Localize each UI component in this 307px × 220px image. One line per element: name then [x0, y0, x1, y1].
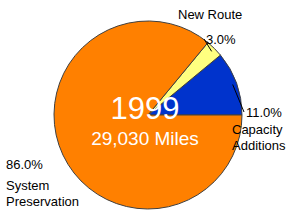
data-label: 86.0% [6, 157, 43, 172]
label-line: Preservation [6, 194, 79, 209]
category-label: New Route [178, 7, 242, 22]
category-label: CapacityAdditions [232, 122, 286, 153]
category-label: SystemPreservation [6, 178, 79, 209]
slices [54, 21, 242, 209]
data-label: 11.0% [246, 105, 282, 120]
label-line: System [6, 178, 49, 193]
label-line: Additions [232, 138, 286, 153]
chart: 11.0% CapacityAdditions 3.0% New Route 86.0%… [0, 0, 307, 220]
title: 1999 [111, 91, 180, 126]
slice [54, 21, 242, 209]
data-label: 3.0% [206, 32, 236, 47]
label-line: Capacity [232, 122, 283, 137]
subtitle: 29,030 Miles [91, 128, 199, 149]
leader-line [233, 85, 244, 112]
